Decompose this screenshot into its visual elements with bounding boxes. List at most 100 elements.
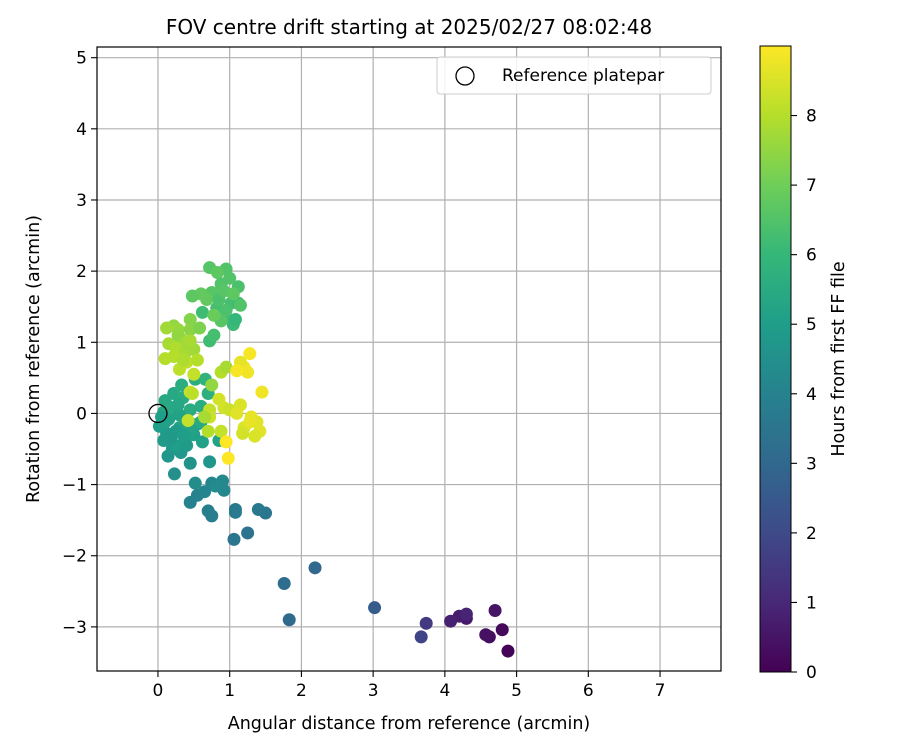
colorbar-tick-label: 7 xyxy=(806,176,817,196)
chart-title: FOV centre drift starting at 2025/02/27 … xyxy=(166,15,652,39)
data-point xyxy=(210,266,224,280)
legend-marker-icon xyxy=(455,66,475,86)
data-point xyxy=(219,435,233,449)
data-point xyxy=(488,604,502,618)
colorbar-label: Hours from first FF file xyxy=(829,261,849,456)
x-tick-label: 7 xyxy=(655,681,666,701)
data-point xyxy=(230,364,244,378)
data-point xyxy=(183,403,197,417)
data-point xyxy=(167,467,181,481)
colorbar-tick-label: 1 xyxy=(806,593,817,613)
data-points xyxy=(152,261,515,658)
x-tick-label: 5 xyxy=(511,681,522,701)
data-point xyxy=(243,415,257,429)
x-axis-ticks: 0 1 2 3 4 5 6 7 xyxy=(153,671,666,701)
colorbar-ticks: 0 1 2 3 4 5 6 7 8 xyxy=(791,107,817,683)
data-point xyxy=(183,334,197,348)
colorbar xyxy=(759,45,792,673)
data-point xyxy=(185,387,199,401)
data-point xyxy=(501,644,515,658)
data-point xyxy=(207,308,221,322)
x-tick-label: 4 xyxy=(439,681,450,701)
data-point xyxy=(214,424,228,438)
data-point xyxy=(444,614,458,628)
data-point xyxy=(208,479,222,493)
data-point xyxy=(164,431,178,445)
data-point xyxy=(183,313,197,327)
data-point xyxy=(459,607,473,621)
y-tick-label: −2 xyxy=(62,547,87,567)
data-point xyxy=(228,505,242,519)
x-tick-label: 6 xyxy=(583,681,594,701)
data-point xyxy=(221,451,235,465)
data-point xyxy=(180,438,194,452)
x-axis-label: Angular distance from reference (arcmin) xyxy=(228,714,591,734)
data-point xyxy=(203,455,217,469)
data-point xyxy=(198,485,212,499)
data-point xyxy=(175,378,189,392)
data-point xyxy=(248,429,262,443)
data-point xyxy=(236,426,250,440)
colorbar-tick-label: 8 xyxy=(806,107,817,127)
colorbar-tick-label: 3 xyxy=(806,454,817,474)
data-point xyxy=(188,476,202,490)
data-point xyxy=(160,321,174,335)
y-tick-label: 3 xyxy=(76,191,87,211)
data-point xyxy=(183,456,197,470)
data-point xyxy=(308,561,322,575)
data-point xyxy=(226,287,240,301)
data-point xyxy=(176,353,190,367)
data-point xyxy=(479,628,493,642)
data-point xyxy=(176,428,190,442)
data-point xyxy=(207,328,221,342)
data-point xyxy=(277,576,291,590)
reference-platepar-point xyxy=(148,403,168,424)
data-point xyxy=(195,305,209,319)
data-point xyxy=(255,385,269,399)
y-tick-label: 2 xyxy=(76,262,87,282)
legend-entry-label: Reference platepar xyxy=(502,66,664,86)
data-point xyxy=(282,613,296,627)
data-point xyxy=(185,289,199,303)
colorbar-tick-label: 6 xyxy=(806,246,817,266)
data-point xyxy=(193,321,207,335)
data-point xyxy=(419,616,433,630)
data-point xyxy=(233,298,247,312)
y-axis-label: Rotation from reference (arcmin) xyxy=(24,215,44,503)
data-point xyxy=(241,365,255,379)
data-point xyxy=(195,435,209,449)
colorbar-tick-label: 5 xyxy=(806,315,817,335)
y-tick-label: 0 xyxy=(76,404,87,424)
data-point xyxy=(181,414,195,428)
data-point xyxy=(241,526,255,540)
y-tick-label: 5 xyxy=(76,49,87,69)
data-point xyxy=(251,502,265,516)
data-point xyxy=(227,532,241,546)
legend-box xyxy=(436,56,712,95)
legend: Reference platepar xyxy=(436,56,712,95)
x-tick-label: 2 xyxy=(296,681,307,701)
data-point xyxy=(414,630,428,644)
y-tick-label: −3 xyxy=(62,618,87,638)
data-point xyxy=(219,360,233,374)
data-point xyxy=(495,623,509,637)
data-point xyxy=(201,424,215,438)
data-point xyxy=(198,410,212,424)
data-point xyxy=(171,398,185,412)
data-point xyxy=(158,394,172,408)
data-point xyxy=(219,303,233,317)
data-point xyxy=(205,378,219,392)
colorbar-tick-label: 2 xyxy=(806,524,817,544)
data-point xyxy=(171,328,185,342)
data-point xyxy=(158,352,172,366)
plot-frame xyxy=(96,46,722,672)
x-tick-label: 3 xyxy=(368,681,379,701)
data-point xyxy=(190,353,204,367)
data-point xyxy=(243,347,257,361)
y-tick-label: 4 xyxy=(76,120,87,140)
data-point xyxy=(201,504,215,518)
colorbar-tick-label: 0 xyxy=(806,663,817,683)
data-point xyxy=(228,313,242,327)
y-tick-label: 1 xyxy=(76,333,87,353)
